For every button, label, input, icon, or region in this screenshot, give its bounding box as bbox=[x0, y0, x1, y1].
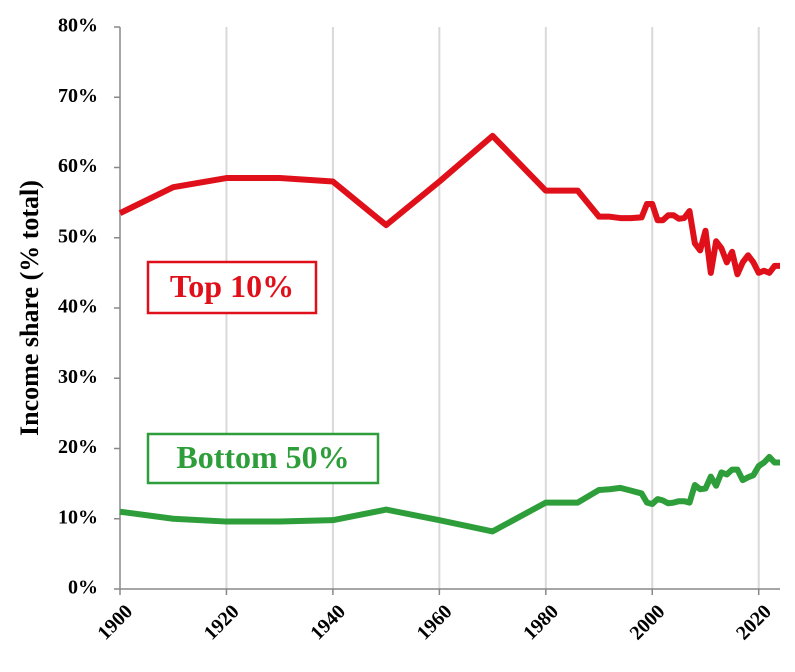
series-line bbox=[119, 453, 780, 535]
y-axis-title: Income share (% total) bbox=[15, 180, 44, 436]
series-label-box bbox=[146, 260, 318, 315]
y-tick-label: 10% bbox=[58, 506, 98, 528]
y-tick-label: 30% bbox=[58, 366, 98, 388]
x-tick-label: 1920 bbox=[200, 601, 244, 645]
y-tick-label: 20% bbox=[58, 436, 98, 458]
y-tick-label: 40% bbox=[58, 296, 98, 318]
y-tick-label: 0% bbox=[68, 577, 98, 599]
x-tick-label: 1980 bbox=[519, 601, 563, 645]
y-tick-label: 50% bbox=[58, 225, 98, 247]
y-tick-label: 80% bbox=[58, 15, 98, 37]
series-label: Top 10% bbox=[170, 268, 294, 304]
x-tick-label: 1940 bbox=[306, 601, 350, 645]
y-tick-label: 60% bbox=[58, 155, 98, 177]
x-tick-label: 1900 bbox=[93, 601, 137, 645]
x-tick-label: 2020 bbox=[732, 601, 776, 645]
x-tick-label: 1960 bbox=[413, 601, 457, 645]
y-tick-label: 70% bbox=[58, 85, 98, 107]
series-line bbox=[118, 132, 780, 278]
series-label: Bottom 50% bbox=[176, 439, 349, 475]
x-tick-label: 2000 bbox=[626, 601, 670, 645]
series-label-box bbox=[146, 432, 380, 485]
